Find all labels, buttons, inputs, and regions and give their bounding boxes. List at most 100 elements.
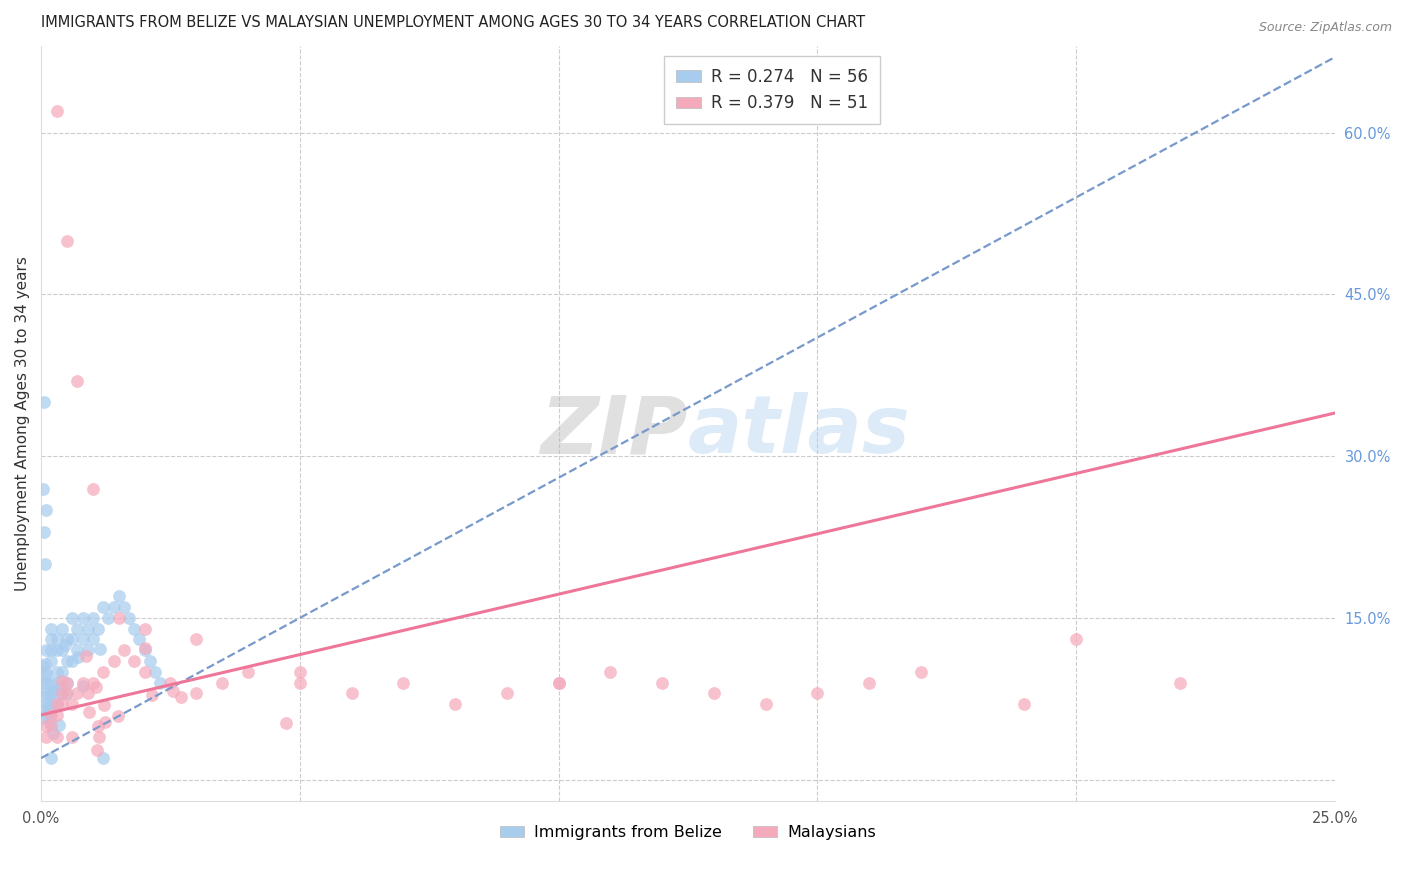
- Point: [599, 665, 621, 679]
- Point: [51, 643, 73, 657]
- Point: [51, 686, 73, 700]
- Point: [45, 643, 67, 657]
- Point: [35, 719, 58, 733]
- Point: [35, 697, 58, 711]
- Point: [60, 654, 83, 668]
- Point: [77, 706, 100, 720]
- Point: [31, 710, 53, 724]
- Point: [66, 686, 89, 700]
- Point: [340, 686, 363, 700]
- Point: [134, 640, 156, 655]
- Point: [35, 701, 58, 715]
- Point: [76, 686, 98, 700]
- Point: [51, 622, 73, 636]
- Point: [392, 675, 415, 690]
- Point: [32, 482, 55, 496]
- Point: [35, 668, 58, 682]
- Point: [35, 730, 58, 744]
- Point: [75, 648, 97, 663]
- Point: [1064, 632, 1087, 647]
- Point: [32, 524, 55, 539]
- Point: [66, 643, 89, 657]
- Point: [56, 675, 79, 690]
- Point: [87, 622, 110, 636]
- Point: [41, 684, 63, 698]
- Point: [45, 632, 67, 647]
- Point: [41, 632, 63, 647]
- Point: [35, 665, 58, 679]
- Point: [112, 643, 135, 657]
- Point: [87, 718, 110, 732]
- Point: [1168, 675, 1191, 690]
- Point: [858, 675, 880, 690]
- Point: [51, 674, 73, 689]
- Point: [35, 708, 58, 723]
- Point: [45, 665, 67, 679]
- Point: [84, 680, 107, 694]
- Point: [66, 374, 89, 388]
- Point: [288, 665, 311, 679]
- Point: [91, 600, 114, 615]
- Point: [51, 665, 73, 679]
- Text: IMMIGRANTS FROM BELIZE VS MALAYSIAN UNEMPLOYMENT AMONG AGES 30 TO 34 YEARS CORRE: IMMIGRANTS FROM BELIZE VS MALAYSIAN UNEM…: [41, 15, 865, 30]
- Point: [82, 675, 104, 690]
- Point: [76, 643, 98, 657]
- Point: [39, 715, 62, 730]
- Point: [31, 689, 53, 703]
- Point: [651, 675, 673, 690]
- Point: [211, 675, 233, 690]
- Point: [76, 622, 98, 636]
- Point: [97, 611, 120, 625]
- Point: [41, 719, 63, 733]
- Point: [141, 688, 163, 702]
- Point: [444, 697, 467, 711]
- Point: [93, 715, 115, 730]
- Point: [41, 654, 63, 668]
- Point: [91, 751, 114, 765]
- Point: [41, 708, 63, 723]
- Point: [45, 697, 67, 711]
- Point: [754, 697, 776, 711]
- Point: [122, 654, 145, 668]
- Point: [45, 730, 67, 744]
- Point: [31, 659, 53, 673]
- Point: [159, 675, 181, 690]
- Point: [82, 482, 104, 496]
- Point: [82, 611, 104, 625]
- Point: [128, 632, 150, 647]
- Point: [55, 687, 77, 701]
- Point: [72, 679, 94, 693]
- Point: [35, 643, 58, 657]
- Point: [42, 726, 65, 740]
- Point: [34, 557, 56, 571]
- Point: [134, 643, 156, 657]
- Point: [34, 657, 56, 672]
- Text: ZIP: ZIP: [540, 392, 688, 470]
- Point: [288, 675, 311, 690]
- Point: [236, 665, 259, 679]
- Point: [118, 611, 141, 625]
- Point: [45, 708, 67, 723]
- Point: [38, 700, 60, 714]
- Point: [60, 697, 83, 711]
- Point: [41, 697, 63, 711]
- Point: [149, 675, 172, 690]
- Point: [32, 395, 55, 409]
- Point: [122, 622, 145, 636]
- Point: [41, 690, 63, 704]
- Text: atlas: atlas: [688, 392, 911, 470]
- Point: [41, 675, 63, 690]
- Point: [89, 642, 111, 657]
- Point: [31, 675, 53, 690]
- Point: [67, 650, 90, 665]
- Point: [134, 665, 156, 679]
- Point: [82, 632, 104, 647]
- Point: [41, 751, 63, 765]
- Y-axis label: Unemployment Among Ages 30 to 34 years: Unemployment Among Ages 30 to 34 years: [15, 256, 30, 591]
- Point: [134, 622, 156, 636]
- Point: [806, 686, 828, 700]
- Point: [56, 675, 79, 690]
- Point: [49, 681, 72, 695]
- Point: [72, 632, 94, 647]
- Point: [103, 600, 125, 615]
